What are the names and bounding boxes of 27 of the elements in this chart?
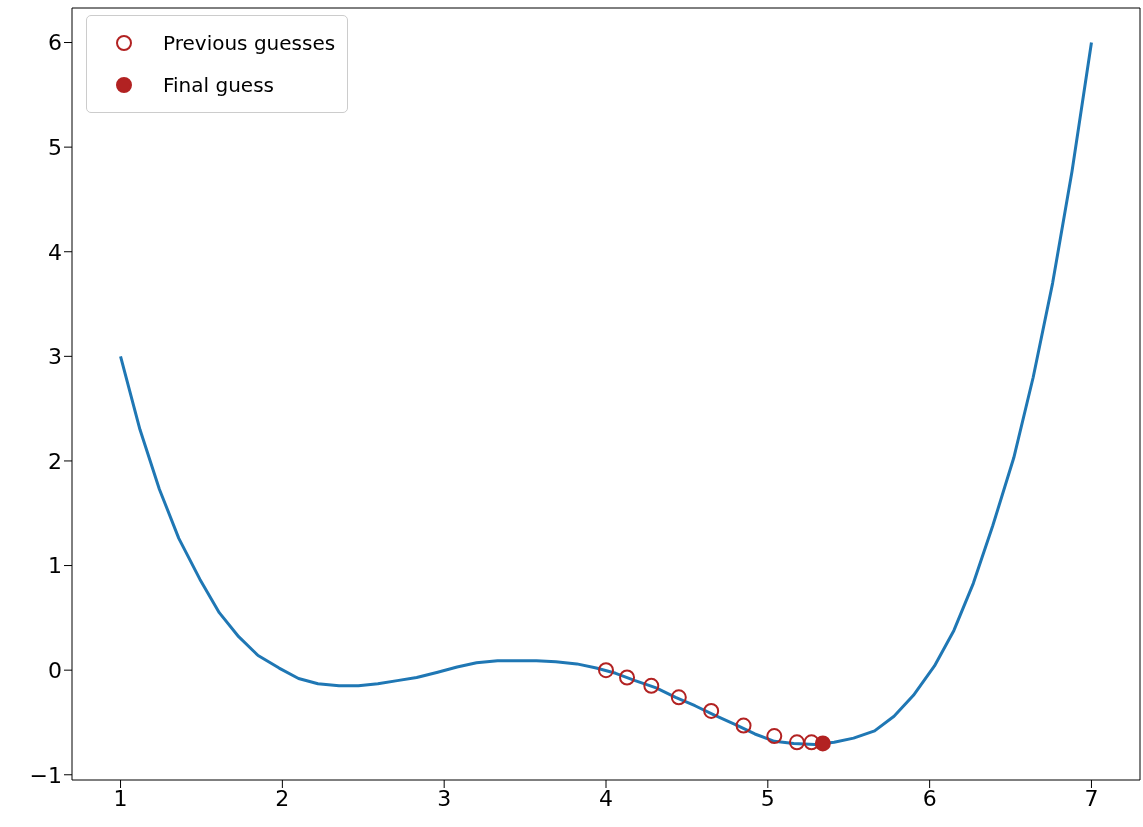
x-tick-label: 2 bbox=[275, 785, 290, 811]
y-tick-label: 2 bbox=[48, 448, 62, 474]
x-tick-label: 6 bbox=[922, 785, 937, 811]
legend-label: Previous guesses bbox=[163, 31, 336, 55]
y-tick-label: 1 bbox=[48, 553, 62, 579]
point bbox=[766, 728, 783, 745]
point bbox=[598, 662, 614, 679]
legend-label: Final guess bbox=[163, 73, 274, 97]
point bbox=[619, 669, 636, 686]
point bbox=[814, 735, 831, 752]
y-tick-label: 4 bbox=[48, 239, 62, 265]
y-tick-label: −1 bbox=[29, 762, 62, 788]
point bbox=[703, 702, 720, 719]
x-tick-label: 3 bbox=[437, 785, 452, 811]
y-tick-label: 5 bbox=[48, 134, 62, 160]
x-tick-label: 1 bbox=[113, 785, 128, 811]
x-tick-label: 7 bbox=[1084, 785, 1099, 811]
y-tick-label: 3 bbox=[48, 344, 62, 370]
point bbox=[788, 734, 805, 751]
point bbox=[803, 734, 820, 751]
point bbox=[643, 677, 660, 694]
point bbox=[670, 689, 687, 706]
x-tick-label: 5 bbox=[760, 785, 775, 811]
y-tick-label: 6 bbox=[48, 30, 62, 56]
point bbox=[735, 717, 752, 734]
y-tick-label: 0 bbox=[48, 657, 62, 683]
x-tick-label: 4 bbox=[599, 785, 613, 811]
